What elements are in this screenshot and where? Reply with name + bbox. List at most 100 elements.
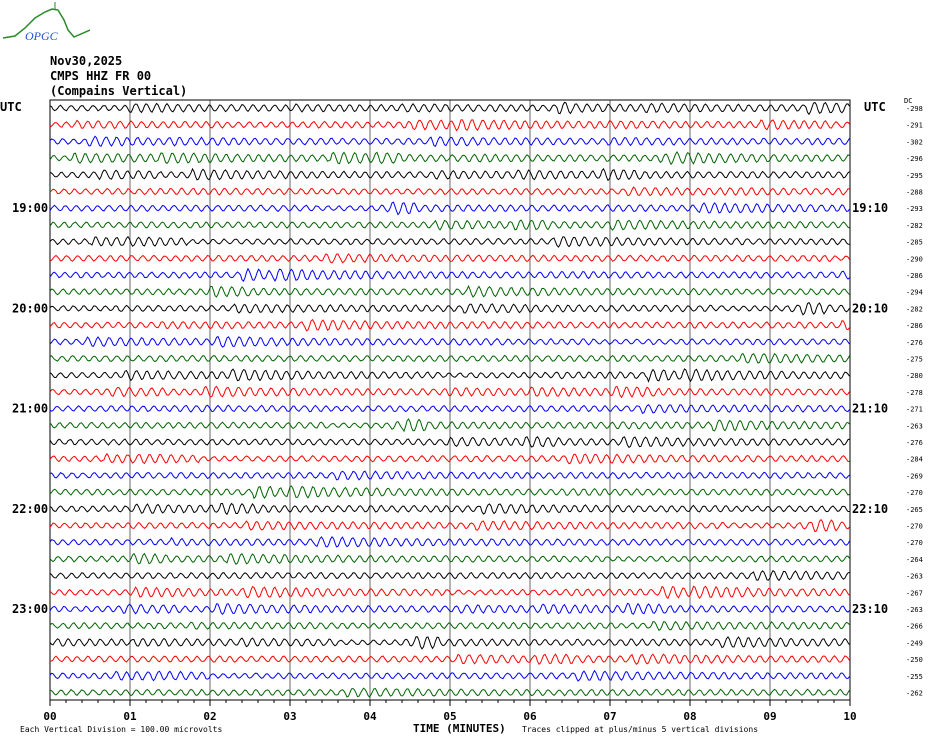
- dc-offset-label: -276: [906, 439, 923, 447]
- dc-offset-label: -284: [906, 456, 923, 464]
- seismic-trace: [49, 385, 850, 399]
- seismic-trace: [49, 368, 850, 383]
- dc-offset-label: -249: [906, 639, 923, 647]
- x-tick-label: 09: [763, 710, 776, 723]
- seismic-trace: [49, 335, 850, 348]
- seismic-trace: [49, 135, 850, 148]
- seismic-trace: [49, 418, 850, 433]
- seismic-trace: [49, 267, 850, 282]
- seismic-trace: [49, 585, 850, 600]
- dc-offset-label: -262: [906, 690, 923, 698]
- hour-label-right: 21:10: [852, 402, 888, 416]
- x-tick-label: 06: [523, 710, 537, 723]
- utc-left-label: UTC: [0, 100, 22, 114]
- dc-offset-label: -302: [906, 138, 923, 146]
- dc-offset-label: -263: [906, 573, 923, 581]
- dc-offset-label: -270: [906, 539, 923, 547]
- dc-offset-label: -290: [906, 255, 923, 263]
- x-tick-label: 02: [203, 710, 216, 723]
- hour-label-right: 22:10: [852, 502, 888, 516]
- dc-offset-label: -255: [906, 673, 923, 681]
- dc-offset-label: -267: [906, 589, 923, 597]
- seismic-trace: [49, 404, 850, 414]
- seismic-trace: [49, 284, 850, 298]
- hour-label-left: 19:00: [12, 201, 48, 215]
- seismic-trace: [49, 636, 850, 650]
- seismic-trace: [49, 569, 850, 582]
- date-label: Nov30,2025: [50, 54, 123, 68]
- seismic-trace: [49, 687, 850, 698]
- x-tick-label: 05: [443, 710, 456, 723]
- hour-label-left: 22:00: [12, 502, 48, 516]
- hour-label-left: 23:00: [12, 602, 48, 616]
- dc-offset-label: -295: [906, 172, 923, 180]
- seismic-trace: [49, 535, 850, 548]
- x-tick-label: 01: [123, 710, 137, 723]
- opgc-logo: OPGC: [2, 2, 90, 43]
- x-tick-label: 07: [603, 710, 616, 723]
- dc-offset-label: -276: [906, 339, 923, 347]
- seismic-trace: [49, 119, 850, 132]
- seismic-trace: [49, 470, 850, 481]
- dc-offset-label: -275: [906, 356, 923, 364]
- seismic-trace: [49, 253, 850, 264]
- x-tick-label: 00: [43, 710, 56, 723]
- dc-offset-label: -288: [906, 189, 923, 197]
- seismic-trace: [49, 352, 850, 364]
- seismic-trace: [49, 150, 850, 166]
- seismic-trace: [49, 235, 850, 248]
- dc-offset-label: -286: [906, 322, 923, 330]
- svg-text:OPGC: OPGC: [25, 29, 59, 43]
- dc-offset-label: -285: [906, 239, 923, 247]
- seismic-trace: [49, 201, 850, 216]
- site-label: (Compains Vertical): [50, 84, 188, 98]
- dc-offset-label: -280: [906, 372, 923, 380]
- dc-offset-label: -298: [906, 105, 923, 113]
- x-axis-label: TIME (MINUTES): [413, 722, 506, 735]
- dc-offset-label: -296: [906, 155, 923, 163]
- seismic-trace: [49, 502, 850, 516]
- x-tick-label: 04: [363, 710, 377, 723]
- dc-offset-label: -250: [906, 656, 923, 664]
- hour-label-left: 21:00: [12, 402, 48, 416]
- hour-label-right: 23:10: [852, 602, 888, 616]
- seismic-trace: [49, 436, 850, 449]
- dc-label: DC: [904, 97, 913, 105]
- dc-offset-label: -264: [906, 556, 923, 564]
- dc-offset-label: -263: [906, 606, 923, 614]
- dc-offset-label: -286: [906, 272, 923, 280]
- seismic-trace: [49, 620, 850, 632]
- dc-offset-label: -265: [906, 506, 923, 514]
- seismic-trace: [49, 552, 850, 566]
- hour-label-right: 20:10: [852, 301, 888, 315]
- dc-offset-label: -278: [906, 389, 923, 397]
- dc-offset-label: -266: [906, 623, 923, 631]
- dc-offset-label: -270: [906, 523, 923, 531]
- seismic-trace: [49, 518, 850, 533]
- dc-offset-label: -282: [906, 222, 923, 230]
- seismic-trace: [49, 669, 850, 682]
- seismic-trace: [49, 318, 850, 332]
- dc-offset-label: -269: [906, 472, 923, 480]
- dc-offset-label: -270: [906, 489, 923, 497]
- seismic-trace: [49, 301, 850, 316]
- scale-note: Each Vertical Division = 100.00 microvol…: [20, 725, 223, 734]
- seismic-trace: [49, 167, 850, 182]
- seismic-trace: [49, 219, 850, 231]
- station-label: CMPS HHZ FR 00: [50, 69, 152, 83]
- seismic-trace: [49, 101, 850, 116]
- utc-right-label: UTC: [864, 100, 886, 114]
- seismic-trace: [49, 602, 850, 615]
- dc-offset-label: -263: [906, 422, 923, 430]
- dc-offset-label: -282: [906, 305, 923, 313]
- dc-offset-label: -291: [906, 122, 923, 130]
- seismic-trace: [49, 485, 850, 500]
- seismic-trace: [49, 186, 850, 197]
- seismic-trace: [49, 653, 850, 665]
- x-tick-label: 10: [843, 710, 856, 723]
- dc-offset-label: -271: [906, 406, 923, 414]
- x-tick-label: 08: [683, 710, 696, 723]
- dc-offset-label: -294: [906, 289, 923, 297]
- x-tick-label: 03: [283, 710, 296, 723]
